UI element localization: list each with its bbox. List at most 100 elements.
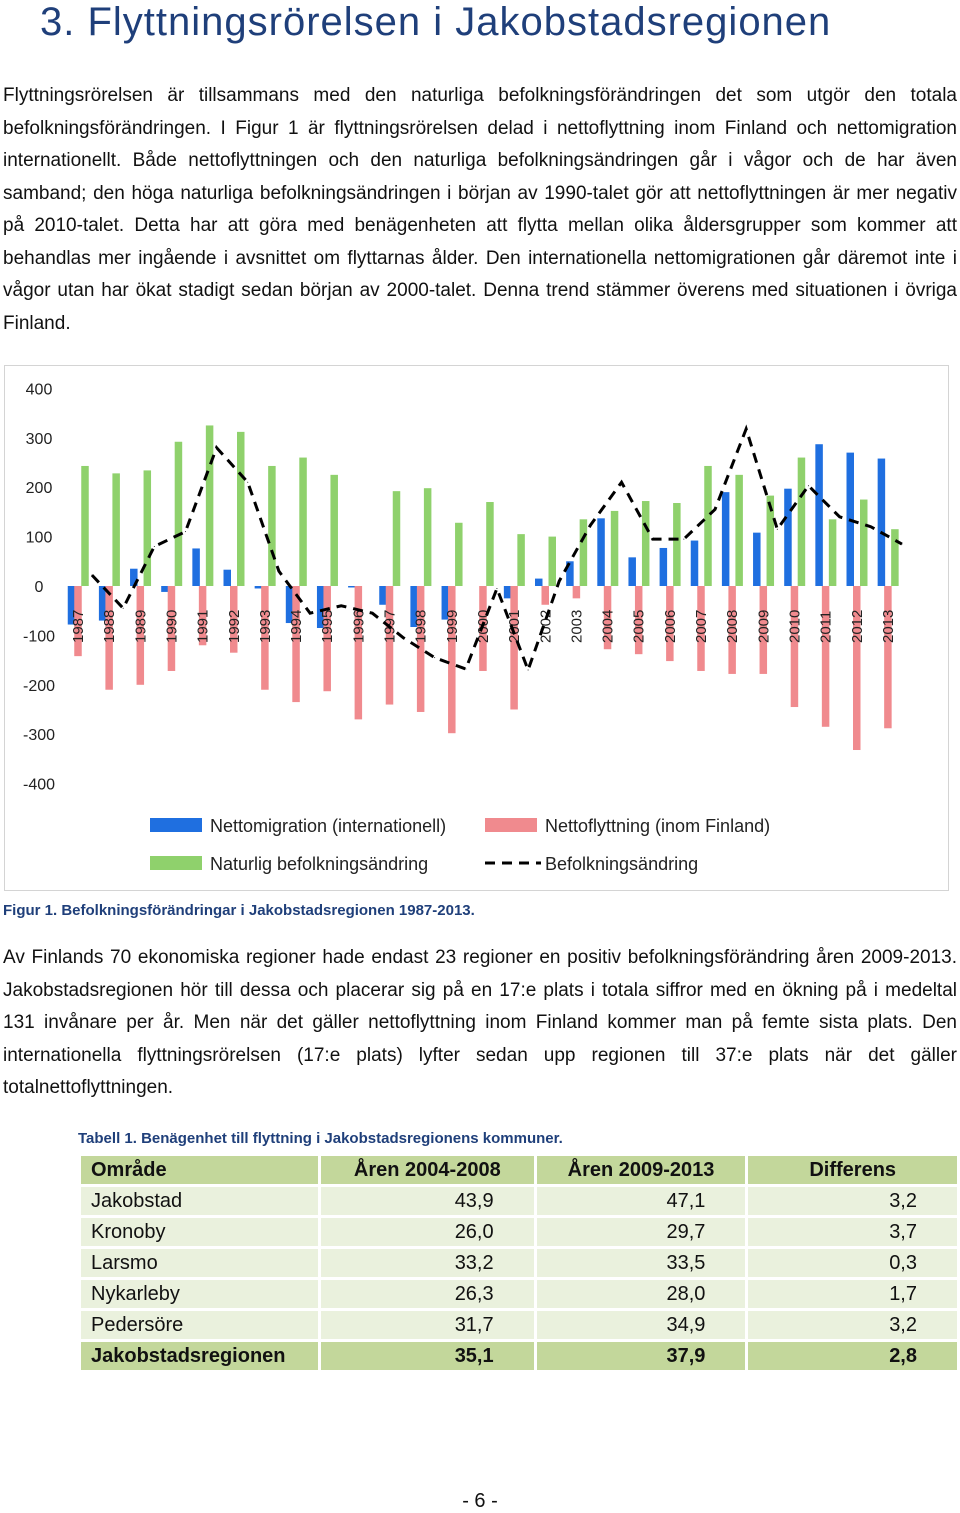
bar-0-1997 [379, 586, 387, 605]
bar-0-1999 [441, 586, 450, 620]
bar-1-1990 [167, 586, 176, 671]
legend-label: Befolkningsändring [545, 854, 698, 874]
header-period-1: Åren 2004-2008 [321, 1156, 534, 1184]
line-point-2009 [776, 528, 778, 530]
bar-2-1998 [423, 488, 432, 586]
figure-1-chart: 400 300 200 100 0 -100 -200 -300 -400 1987 1988 198… [4, 365, 949, 891]
bar-0-1998 [410, 586, 418, 628]
cell-value: 3,7 [748, 1218, 957, 1246]
cell-value: 34,9 [536, 1311, 746, 1339]
cell-area: Pedersöre [81, 1311, 319, 1339]
x-tick-label: 1995 [319, 610, 336, 643]
bar-1-2009 [759, 586, 768, 674]
cell-value: 1,7 [748, 1280, 957, 1308]
bar-2-2006 [673, 503, 681, 586]
bar-1-2004 [603, 586, 612, 650]
cell-area: Kronoby [81, 1218, 319, 1246]
bar-1-2003 [572, 586, 581, 599]
figure-caption: Figur 1. Befolkningsförändringar i Jakob… [3, 902, 475, 919]
x-tick-label: 1993 [257, 610, 274, 643]
line-point-2002 [558, 580, 560, 582]
bar-2-1997 [392, 491, 401, 586]
x-tick-label: 1990 [163, 610, 180, 643]
bar-2-1995 [330, 474, 338, 586]
bar-1-1999 [448, 586, 456, 734]
line-point-2011 [839, 516, 841, 518]
bar-0-2001 [503, 586, 512, 599]
bar-0-2009 [753, 532, 761, 586]
page-number: - 6 - [462, 1490, 498, 1512]
x-tick-label: 1994 [288, 610, 305, 643]
y-tick-label: 100 [26, 530, 53, 547]
bar-1-2005 [634, 586, 643, 655]
table-row: Kronoby 26,0 29,7 3,7 [81, 1218, 957, 1246]
bar-1-2001 [510, 586, 518, 710]
cell-value: 47,1 [536, 1187, 746, 1215]
line-point-2001 [527, 669, 529, 671]
x-tick-label: 1989 [132, 610, 149, 643]
bar-2-1989 [143, 470, 152, 586]
bar-2-1990 [174, 441, 183, 586]
table-row: Pedersöre 31,7 34,9 3,2 [81, 1311, 957, 1339]
x-tick-label: 2006 [662, 610, 679, 643]
x-tick-label: 1987 [70, 610, 87, 643]
bar-2-2000 [486, 502, 494, 586]
table-row: Larsmo 33,2 33,5 0,3 [81, 1249, 957, 1277]
line-point-1989 [153, 545, 155, 547]
bar-2-1988 [112, 473, 120, 586]
line-point-2003 [589, 524, 591, 526]
bar-0-1995 [316, 586, 325, 628]
bar-2-2010 [797, 457, 806, 586]
bar-1-2002 [541, 586, 549, 605]
bar-1-2008 [728, 586, 736, 674]
line-point-1999 [465, 668, 467, 670]
cell-value: 2,8 [748, 1342, 957, 1370]
cell-area: Nykarleby [81, 1280, 319, 1308]
bar-2-1992 [237, 431, 245, 586]
line-point-1997 [403, 637, 404, 639]
line-point-1992 [247, 481, 249, 483]
bar-1-1995 [323, 586, 331, 692]
line-point-1991 [216, 447, 218, 449]
header-difference: Differens [748, 1156, 957, 1184]
intro-paragraph: Flyttningsrörelsen är tillsammans med de… [3, 85, 957, 334]
table-row: Nykarleby 26,3 28,0 1,7 [81, 1280, 957, 1308]
table-header-row: Område Åren 2004-2008 Åren 2009-2013 Dif… [81, 1156, 957, 1184]
y-tick-label: -400 [23, 777, 55, 794]
bar-2-1991 [205, 425, 214, 586]
line-point-2008 [745, 428, 747, 430]
x-tick-label: 2010 [786, 610, 803, 643]
x-tick-label: 1988 [101, 610, 118, 643]
bar-2-2009 [766, 495, 775, 586]
x-tick-label: 2007 [693, 610, 710, 643]
cell-area: Larsmo [81, 1249, 319, 1277]
bar-0-1996 [348, 586, 356, 588]
bar-0-1991 [192, 548, 200, 586]
line-point-1995 [340, 605, 342, 607]
line-point-1987 [91, 574, 93, 576]
section-heading: 3. Flyttningsrörelsen i Jakobstadsregion… [40, 0, 832, 44]
legend-swatch-0 [150, 818, 202, 832]
chart-canvas: 400 300 200 100 0 -100 -200 -300 -400 1987 1988 198… [23, 381, 903, 874]
y-tick-label: -300 [23, 727, 55, 744]
bar-0-1990 [161, 586, 169, 592]
y-tick-label: 0 [35, 579, 44, 596]
cell-value: 0,3 [748, 1249, 957, 1277]
bar-1-2012 [853, 586, 861, 751]
x-tick-label: 1999 [444, 610, 461, 643]
x-tick-label: 2009 [755, 610, 772, 643]
bar-0-1987 [67, 586, 76, 625]
bar-0-2007 [690, 540, 699, 586]
cell-value: 29,7 [536, 1218, 746, 1246]
bar-1-2011 [821, 586, 830, 727]
y-tick-label: 200 [26, 480, 53, 497]
header-period-2: Åren 2009-2013 [536, 1156, 746, 1184]
bar-0-2013 [877, 458, 886, 586]
bar-0-2008 [721, 492, 730, 586]
line-point-2006 [683, 538, 685, 540]
cell-value: 31,7 [321, 1311, 534, 1339]
legend-label: Naturlig befolkningsändring [210, 854, 428, 874]
cell-value: 28,0 [536, 1280, 746, 1308]
bar-2-1999 [455, 522, 463, 586]
x-tick-label: 1996 [350, 610, 367, 643]
